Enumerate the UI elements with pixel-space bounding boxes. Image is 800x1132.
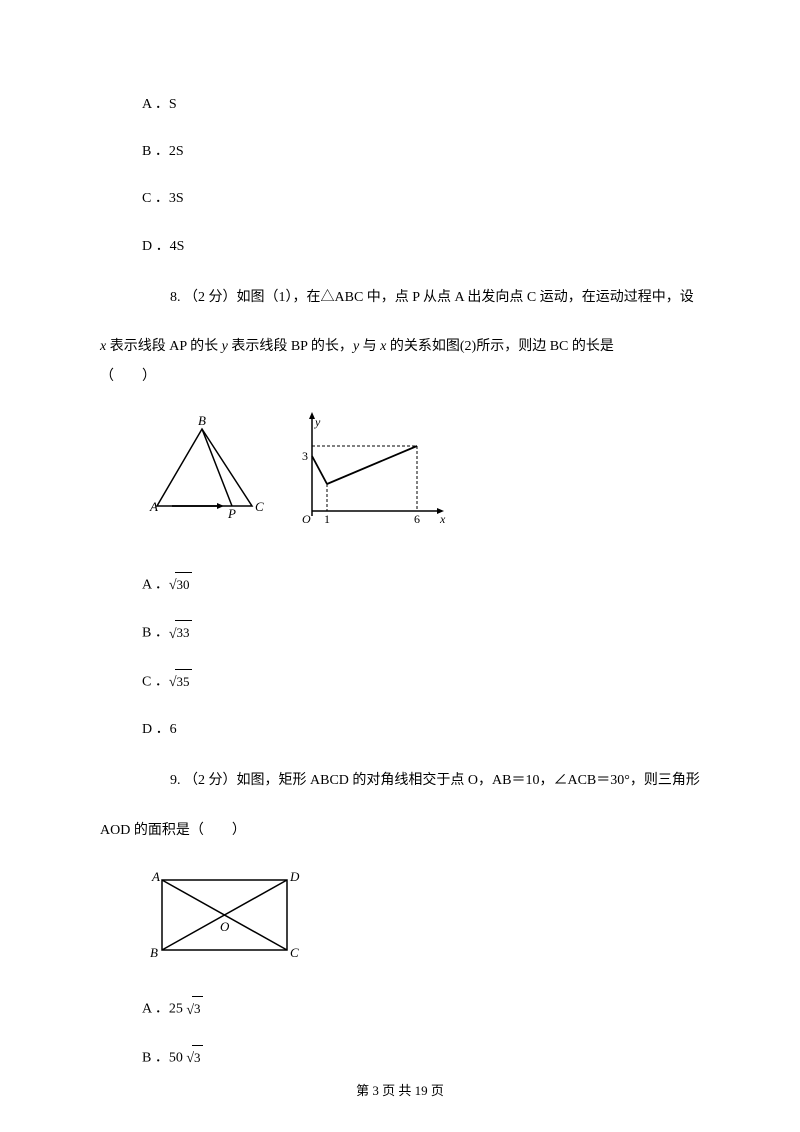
label-P: P — [227, 506, 236, 521]
rect-O: O — [220, 919, 230, 934]
option-d: D ．4S — [142, 234, 700, 259]
footer-text: 第 3 页 共 19 页 — [356, 1083, 444, 1098]
q8-line3: （ ） — [100, 369, 156, 384]
q8-c-prefix: C ． — [142, 674, 169, 689]
q8-option-b: B ．√33 — [142, 620, 700, 646]
q8-option-d: D ．6 — [142, 717, 700, 742]
q9-option-a: A ．25 √3 — [142, 996, 700, 1022]
label-x: x — [439, 512, 446, 526]
page-footer: 第 3 页 共 19 页 — [0, 1079, 800, 1102]
sqrt-icon: √33 — [169, 620, 192, 646]
q8-line1: 8. （2 分）如图（1），在△ABC 中，点 P 从点 A 出发向点 C 运动… — [170, 290, 694, 305]
option-b: B ．2S — [142, 139, 700, 164]
rect-C: C — [290, 945, 299, 960]
q8-c-val: 35 — [175, 669, 192, 693]
q8-l2p3: 与 — [359, 339, 380, 354]
label-A: A — [149, 499, 158, 514]
q9-option-b: B ．50 √3 — [142, 1045, 700, 1071]
q9-a-prefix: A ．25 — [142, 1002, 186, 1017]
q9-line2: AOD 的面积是（ ） — [100, 823, 246, 838]
q8-option-a: A ．√30 — [142, 572, 700, 598]
q8-l2p4: 的关系如图(2)所示，则边 BC 的长是 — [386, 339, 614, 354]
rect-D: D — [289, 869, 300, 884]
sqrt-icon: √3 — [186, 1045, 202, 1071]
q8-l2p1: 表示线段 AP 的长 — [106, 339, 221, 354]
q8-svg: A B C P O y x 3 1 6 — [142, 411, 452, 541]
q8-a-prefix: A ． — [142, 578, 169, 593]
rect-B: B — [150, 945, 158, 960]
label-C: C — [255, 499, 264, 514]
label-B: B — [198, 413, 206, 428]
q8-b-val: 33 — [175, 620, 192, 644]
triangle-figure: A B C P — [149, 413, 264, 521]
sqrt-icon: √35 — [169, 669, 192, 695]
q8-d-text: D ．6 — [142, 722, 177, 737]
q8-l2p2: 表示线段 BP 的长， — [228, 339, 353, 354]
sqrt-icon: √30 — [169, 572, 192, 598]
q8-option-c: C ．√35 — [142, 669, 700, 695]
q8-figure: A B C P O y x 3 1 6 — [142, 411, 700, 550]
q9-svg: A D B C O — [142, 865, 312, 965]
question-8: 8. （2 分）如图（1），在△ABC 中，点 P 从点 A 出发向点 C 运动… — [142, 283, 700, 312]
q8-b-prefix: B ． — [142, 626, 169, 641]
label-1: 1 — [324, 512, 330, 526]
q9-line1: 9. （2 分）如图，矩形 ABCD 的对角线相交于点 O，AB＝10，∠ACB… — [170, 773, 700, 788]
option-c: C ．3S — [142, 186, 700, 211]
sqrt-icon: √3 — [186, 996, 202, 1022]
question-8-cont: x 表示线段 AP 的长 y 表示线段 BP 的长，y 与 x 的关系如图(2)… — [100, 332, 700, 391]
label-y: y — [314, 415, 321, 429]
option-d-text: D ．4S — [142, 239, 184, 254]
q9-figure: A D B C O — [142, 865, 700, 974]
q9-b-prefix: B ．50 — [142, 1050, 186, 1065]
question-9-cont: AOD 的面积是（ ） — [100, 816, 700, 845]
label-6: 6 — [414, 512, 420, 526]
graph-figure: O y x 3 1 6 — [302, 412, 446, 526]
label-O: O — [302, 512, 311, 526]
q8-a-val: 30 — [175, 572, 192, 596]
option-b-text: B ．2S — [142, 144, 184, 159]
label-3: 3 — [302, 449, 308, 463]
option-c-text: C ．3S — [142, 191, 184, 206]
q9-b-val: 3 — [192, 1045, 203, 1069]
option-a-text: A ．S — [142, 97, 177, 112]
q9-a-val: 3 — [192, 996, 203, 1020]
rect-A: A — [151, 869, 160, 884]
question-9: 9. （2 分）如图，矩形 ABCD 的对角线相交于点 O，AB＝10，∠ACB… — [142, 766, 700, 795]
option-a: A ．S — [142, 92, 700, 117]
